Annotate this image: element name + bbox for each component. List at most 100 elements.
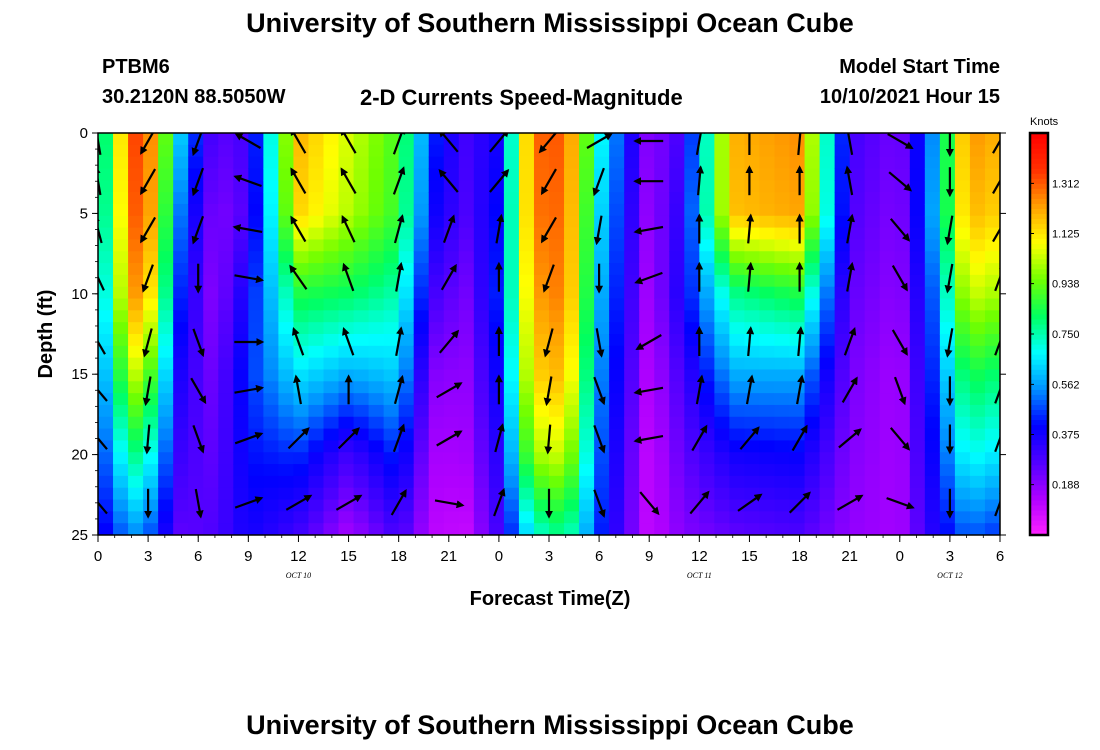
heatmap-cell [894,263,911,276]
current-vector-arrow [191,215,205,245]
heatmap-cell [488,263,505,276]
heatmap-cell [428,381,445,394]
heatmap-cell [533,322,550,335]
current-vector-arrow [889,218,911,242]
heatmap-cell [879,203,896,217]
heatmap-cell [879,523,896,535]
colorbar-swatch [1030,439,1048,446]
heatmap-cell [654,286,670,300]
heatmap-cell [609,416,625,430]
heatmap-cell [308,523,325,535]
heatmap-cell [218,263,234,276]
heatmap-cell [819,381,836,394]
colorbar-swatch [1030,258,1048,265]
current-vector-arrow [436,430,463,447]
heatmap-cell [759,381,776,394]
colorbar-swatch [1030,489,1048,496]
heatmap-cell [128,239,144,252]
colorbar-swatch [1030,529,1048,536]
heatmap-cell [609,511,625,524]
heatmap-cell [594,452,610,465]
heatmap-cell [789,523,806,535]
heatmap-cell [533,416,550,430]
current-vector-arrow [593,215,603,246]
heatmap-cell [834,511,851,524]
heatmap-cell [533,133,550,146]
heatmap-cell [308,156,325,170]
heatmap-cell [894,168,911,181]
heatmap-cell [173,428,189,442]
heatmap-cell [458,511,475,524]
heatmap-cell [518,156,535,170]
heatmap-cell [579,428,595,442]
heatmap-cell [248,475,264,489]
current-vector-arrow [98,133,102,155]
heatmap-cell [909,487,926,501]
heatmap-cell [218,345,234,359]
current-vector-arrow [342,327,355,356]
heatmap-cell [684,251,700,264]
heatmap-cell [879,180,896,193]
heatmap-cell [624,487,640,501]
colorbar-swatch [1030,399,1048,405]
heatmap-cell [984,357,1000,371]
heatmap-cell [969,499,986,512]
heatmap-cell [924,452,941,465]
heatmap-cell [714,357,730,371]
heatmap-cell [248,192,264,205]
heatmap-cell [158,310,174,323]
heatmap-cell [924,310,941,323]
heatmap-cell [864,144,881,158]
heatmap-cell [263,322,279,335]
heatmap-cell [143,416,159,430]
heatmap-cell [564,192,580,205]
heatmap-cell [398,156,415,170]
heatmap-cell [533,357,550,371]
heatmap-cell [624,286,640,300]
heatmap-cell [579,192,595,205]
heatmap-cell [669,511,685,524]
heatmap-cell [248,393,264,406]
colorbar-swatch [1030,303,1048,310]
heatmap-cell [864,487,881,501]
heatmap-cell [564,428,580,442]
heatmap-cell [413,310,430,323]
current-vector-arrow [194,488,204,519]
current-vector-arrow [689,490,710,515]
heatmap-cell [128,499,144,512]
heatmap-cell [218,298,234,311]
heatmap-cell [819,286,836,300]
heatmap-cell [98,334,114,347]
heatmap-cell [939,357,956,371]
heatmap-cell [939,428,956,442]
heatmap-cell [203,251,219,264]
heatmap-cell [218,227,234,241]
heatmap-cell [564,381,580,394]
heatmap-cell [278,215,295,229]
heatmap-cell [849,227,866,241]
heatmap-cell [98,144,114,158]
heatmap-cell [684,215,700,229]
heatmap-cell [789,144,806,158]
heatmap-cell [744,416,761,430]
heatmap-cell [458,334,475,347]
colorbar-swatch [1030,193,1048,199]
heatmap-cell [233,156,249,170]
heatmap-cell [864,381,881,394]
heatmap-cell [308,381,325,394]
heatmap-cell [428,144,445,158]
heatmap-cell [744,381,761,394]
heatmap-cell [263,452,279,465]
heatmap-cell [909,440,926,453]
heatmap-cell [744,357,761,371]
heatmap-cell [503,180,520,193]
heatmap-cell [924,286,941,300]
heatmap-cell [338,144,355,158]
heatmap-cell [413,381,430,394]
heatmap-cell [594,475,610,489]
heatmap-cell [413,203,430,217]
current-vector-arrow [494,423,505,453]
y-tick-label: 0 [80,125,88,142]
heatmap-cell [443,286,460,300]
